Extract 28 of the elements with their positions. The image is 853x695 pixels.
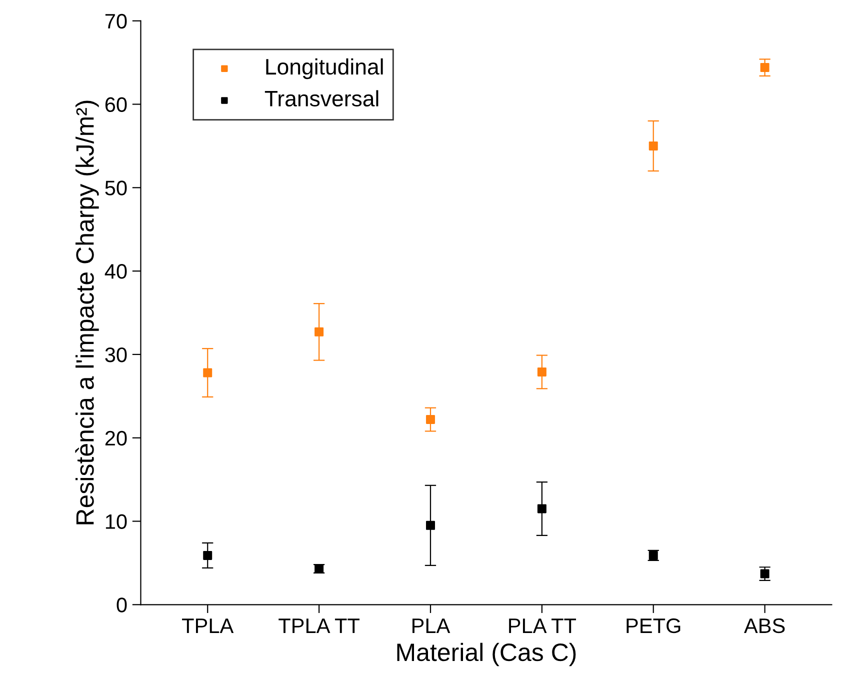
y-tick-label: 20 — [105, 430, 127, 446]
x-tick-label: TPLA TT — [278, 618, 360, 633]
point — [537, 367, 546, 376]
x-tick-label: TPLA — [182, 618, 234, 633]
point — [314, 327, 324, 336]
y-axis-title: Resistència a l'impacte Charpy (kJ/m²) — [75, 100, 99, 524]
point — [537, 504, 546, 514]
y-tick-label: 10 — [106, 514, 127, 530]
x-tick-label: PETG — [626, 618, 680, 634]
point — [760, 63, 770, 72]
point — [648, 141, 658, 150]
y-tick-label: 40 — [104, 264, 127, 279]
y-tick-label: 30 — [105, 347, 127, 362]
x-tick-label: PLA TT — [509, 618, 576, 633]
y-tick-label: 0 — [116, 598, 127, 612]
x-tick-label: PLA — [412, 618, 450, 633]
legend-label: Transversal — [264, 90, 378, 107]
x-tick-label: ABS — [744, 618, 785, 634]
y-tick-label: 70 — [105, 14, 127, 29]
point — [426, 520, 435, 530]
x-axis-title: Material (Cas C) — [397, 642, 576, 666]
point — [760, 569, 770, 578]
point — [203, 368, 212, 378]
legend-label: Longitudinal — [266, 58, 383, 80]
point — [203, 550, 212, 560]
point — [426, 415, 435, 424]
y-tick-label: 50 — [105, 180, 127, 196]
y-tick-label: 60 — [105, 97, 127, 112]
